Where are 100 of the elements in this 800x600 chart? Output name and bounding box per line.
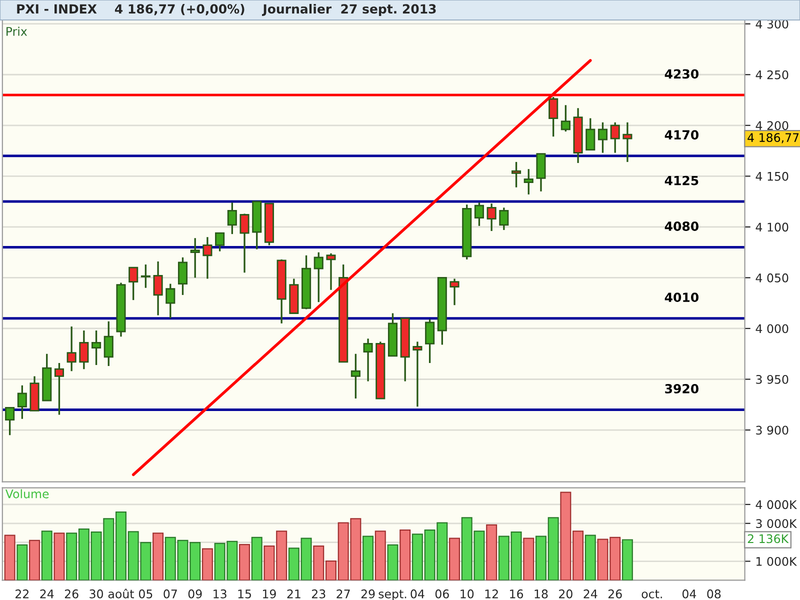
candlestick [79,330,89,370]
candlestick [363,338,373,382]
candlestick [66,326,76,372]
y-tick-label: 1 000K [756,556,798,566]
candlestick [240,212,250,274]
candlestick [486,202,496,232]
category-label: 15 [238,590,251,598]
y-tick-label: 3 900 [756,426,788,435]
ref-line-label: 4170 [664,130,698,140]
category-label: 24 [584,589,598,598]
y-tick-label: 4 100 [756,222,788,232]
y-tick-label: 4 050 [756,273,788,282]
candlestick [548,96,558,138]
category-label: 29 [361,589,375,598]
candlestick [499,206,509,231]
candlestick [524,168,534,196]
candlestick [610,122,620,154]
category-label: 16 [510,589,524,598]
candlestick [153,260,163,316]
bar [374,530,386,580]
category-label: 09 [188,589,202,598]
category-label: 12 [485,589,498,598]
candlestick [227,202,237,235]
category-label: 24 [40,589,54,598]
category-label: 30 [90,589,104,598]
category-label: 23 [312,589,326,598]
ref-line-label: 4230 [664,69,698,79]
candlestick [140,264,150,289]
category-label: 04 [682,589,696,598]
candlestick [314,251,324,303]
bar [523,538,534,580]
candlestick [350,353,360,400]
category-label: 19 [263,589,276,598]
candlestick [622,122,632,163]
bar [400,529,411,580]
category-label: août [108,588,134,598]
bar [362,536,374,580]
bar [622,539,633,580]
y-tick-label: 3 000K [756,519,798,528]
candlestick [128,266,138,301]
candlestick [326,252,336,291]
candlestick [166,282,176,320]
ref-line-label: 4080 [664,222,698,231]
bar [251,536,262,580]
category-label: 04 [410,589,424,598]
candlestick [190,237,200,279]
candlestick [92,330,102,366]
category-label: 22 [16,589,28,598]
bar [41,530,52,580]
category-label: 08 [707,589,721,598]
bar [584,534,596,580]
chart-title: PXI - INDEX 4 186,77 (+0,00%) Journalier 27 sept. 2013 [17,4,436,16]
y-tick-label: 3 950 [756,374,788,384]
candlestick [54,362,64,416]
candlestick [202,236,212,280]
ref-line-label: 3920 [665,384,698,394]
candlestick [178,256,188,296]
ref-line-label: 4010 [664,292,698,302]
candlestick [450,278,460,306]
candlestick [425,318,435,364]
candlestick [215,232,225,252]
y-tick-label: 4 000 [756,324,788,334]
bar [152,532,164,580]
bar [486,524,498,580]
ref-line-label: 4125 [664,176,698,186]
candlestick [586,117,596,151]
category-label: 26 [608,589,622,598]
category-label: 20 [559,589,572,598]
chart-subtitle: Volume [5,489,49,498]
candlestick [104,320,114,367]
y-tick-label: 4 000K [756,500,798,510]
bar [239,544,250,580]
candlestick [474,202,484,227]
category-label: 26 [64,589,78,598]
candlestick [412,340,422,408]
bar [4,534,16,580]
category-label: 07 [164,589,177,598]
bar [54,532,65,580]
category-label: 06 [435,589,449,598]
bar [387,544,398,580]
candlestick [560,104,570,132]
category-label: 27 [336,589,350,598]
candlestick [512,161,522,188]
text: 4 186,77 [748,133,799,144]
category-label: 10 [460,589,474,598]
bar [449,538,460,580]
bar [202,548,213,580]
category-label: oct. [642,590,662,598]
bar [29,540,40,580]
candlestick [5,406,15,436]
y-tick-label: 4 250 [756,70,788,80]
category-label: 21 [287,589,300,598]
y-tick-label: 4 200 [756,121,788,130]
chart-subtitle: Prix [6,26,28,36]
category-label: 13 [214,589,226,598]
category-label: 18 [534,589,548,598]
candlestick [17,384,27,420]
bar [16,544,28,580]
y-tick-label: 4 150 [756,172,788,181]
text: 2 136K [748,534,789,544]
